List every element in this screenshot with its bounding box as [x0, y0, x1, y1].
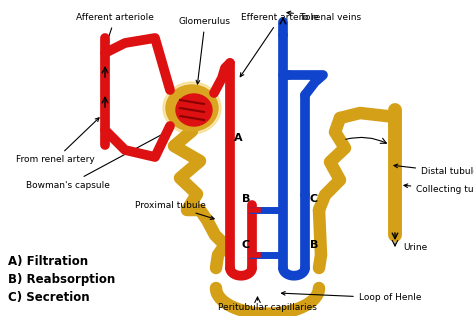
Ellipse shape	[163, 82, 221, 134]
Text: Loop of Henle: Loop of Henle	[282, 292, 421, 302]
Text: Bowman's capsule: Bowman's capsule	[26, 130, 171, 190]
Text: From renel artery: From renel artery	[16, 118, 99, 165]
Text: Afferent arteriole: Afferent arteriole	[76, 14, 154, 44]
Text: C) Secretion: C) Secretion	[8, 291, 90, 304]
Text: A: A	[234, 133, 242, 143]
Text: Proximal tubule: Proximal tubule	[135, 200, 214, 219]
Text: C: C	[242, 240, 250, 250]
Text: To renal veins: To renal veins	[287, 11, 361, 22]
Text: Efferent arteriole: Efferent arteriole	[240, 14, 319, 77]
Text: Distal tubule: Distal tubule	[394, 164, 474, 177]
Ellipse shape	[166, 85, 218, 131]
Text: B: B	[242, 194, 250, 204]
Text: C: C	[310, 194, 318, 204]
Text: Collecting tubule: Collecting tubule	[404, 184, 474, 195]
Text: Urine: Urine	[403, 244, 427, 252]
Text: Glomerulus: Glomerulus	[179, 17, 231, 84]
Text: B) Reabsorption: B) Reabsorption	[8, 273, 115, 286]
Text: A) Filtration: A) Filtration	[8, 255, 88, 268]
Ellipse shape	[176, 94, 212, 126]
Text: B: B	[310, 240, 319, 250]
Text: Peritubular capillaries: Peritubular capillaries	[218, 303, 317, 313]
